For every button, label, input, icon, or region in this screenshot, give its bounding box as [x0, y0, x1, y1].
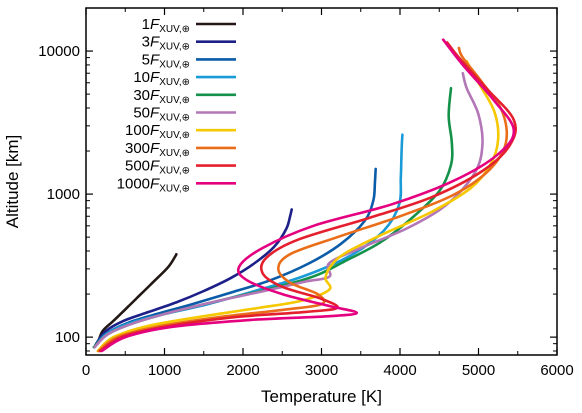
legend-label-500: 500FXUV,⊕ — [125, 158, 190, 177]
x-tick-label: 3000 — [305, 362, 338, 379]
x-tick-label: 4000 — [383, 362, 416, 379]
series-line-50 — [93, 71, 484, 349]
series-line-500 — [98, 41, 517, 353]
legend-label-1: 1FXUV,⊕ — [142, 16, 190, 35]
series-line-1 — [96, 252, 178, 345]
y-tick-label: 1000 — [47, 186, 80, 203]
ticks-layer: 0 1000 2000 3000 4000 5000 6000 100 1000 10000 — [38, 8, 574, 379]
y-tick-label: 100 — [55, 329, 80, 346]
legend-label-1000: 1000FXUV,⊕ — [117, 175, 190, 194]
x-axis-label: Temperature [K] — [261, 387, 382, 406]
y-axis-label: Altitude [km] — [3, 135, 22, 229]
legend-label-3: 3FXUV,⊕ — [142, 34, 190, 53]
legend-label-100: 100FXUV,⊕ — [125, 122, 190, 141]
x-tick-label: 1000 — [148, 362, 181, 379]
legend-label-5: 5FXUV,⊕ — [142, 51, 190, 70]
series-line-300 — [97, 46, 509, 353]
x-tick-label: 2000 — [226, 362, 259, 379]
x-tick-label: 0 — [82, 362, 90, 379]
series-line-1000 — [100, 38, 516, 353]
legend-label-10: 10FXUV,⊕ — [133, 69, 190, 88]
series-line-100 — [96, 59, 500, 353]
legend-label-300: 300FXUV,⊕ — [125, 140, 190, 159]
series-line-3 — [94, 208, 293, 345]
series-line-5 — [94, 167, 377, 347]
x-tick-label: 6000 — [540, 362, 573, 379]
x-tick-label: 5000 — [462, 362, 495, 379]
legend: 1FXUV,⊕3FXUV,⊕5FXUV,⊕10FXUV,⊕30FXUV,⊕50F… — [117, 16, 236, 194]
y-tick-label: 10000 — [38, 43, 80, 60]
data-layer — [92, 38, 517, 353]
legend-label-50: 50FXUV,⊕ — [133, 105, 190, 124]
legend-label-30: 30FXUV,⊕ — [133, 87, 190, 106]
